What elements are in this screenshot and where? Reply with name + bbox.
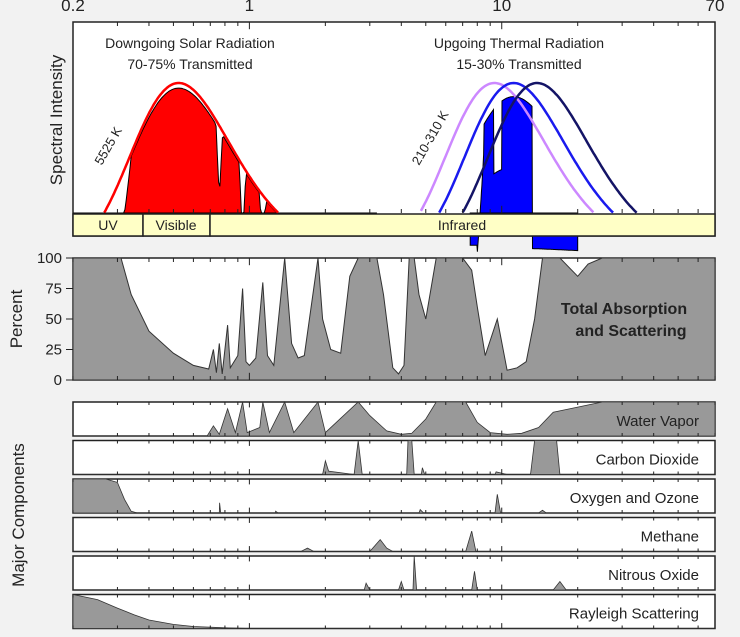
absorption-y-tick-label: 50 [45,311,62,328]
blackbody-curve [461,81,638,214]
component-frame [72,593,716,630]
component-label: Water Vapor [616,413,699,430]
thermal-transmitted-area [469,96,579,252]
component-frame [72,439,716,476]
absorption-label-line1: Total Absorption [561,301,687,318]
major-components-panel: Water Vapor Carbon Dioxide Oxygen and Ozon… [9,400,716,630]
components-ylabel: Major Components [9,443,28,587]
component-row: Rayleigh Scattering [72,593,716,630]
thermal-subtitle: 15-30% Transmitted [456,56,581,72]
spectral-marks [72,22,716,252]
component-row: Oxygen and Ozone [72,478,716,514]
top-tick-label: 0.2 [61,0,85,15]
component-label: Nitrous Oxide [608,567,699,584]
absorption-y-tick-label: 100 [37,250,62,267]
absorption-label-line2: and Scattering [575,323,686,340]
component-area [72,478,715,514]
component-frame [72,516,716,553]
top-tick-label: 1 [245,0,254,15]
top-axis-labels: 0.2 1 10 70 [61,0,724,15]
absorption-ylabel: Percent [7,289,26,348]
infrared-band-label: Infrared [438,217,486,233]
component-area [73,530,715,552]
component-row: Carbon Dioxide [72,439,716,476]
solar-transmitted-area [73,87,377,214]
component-row: Water Vapor [72,400,716,437]
component-row: Nitrous Oxide [72,555,716,591]
thermal-title: Upgoing Thermal Radiation [434,35,604,51]
spectral-ylabel: Spectral Intensity [47,54,66,185]
solar-subtitle: 70-75% Transmitted [127,56,252,72]
component-frame [72,555,716,591]
spectral-intensity-panel: Spectral Intensity Downgoing Solar Radia… [47,21,716,252]
component-label: Carbon Dioxide [596,452,699,469]
absorption-y-ticks: 0 25 50 75 100 [37,250,73,389]
component-label: Rayleigh Scattering [569,606,699,623]
component-label: Oxygen and Ozone [570,490,699,507]
top-tick-label: 70 [706,0,725,15]
absorption-y-tick-label: 25 [45,342,62,359]
infrared-band [209,213,716,237]
component-area [73,555,715,591]
component-area [73,440,715,475]
absorption-area [72,257,716,381]
top-tick-label: 10 [492,0,511,15]
component-frame [72,478,716,514]
absorption-marks [72,257,716,381]
absorption-y-tick-label: 75 [45,281,62,298]
solar-title: Downgoing Solar Radiation [105,35,275,51]
blackbody-curve [103,81,279,214]
component-area [72,594,715,629]
blackbody-curve [419,81,595,214]
component-area [73,400,716,437]
component-label: Methane [641,529,699,546]
absorption-y-tick-label: 0 [54,372,62,389]
total-absorption-panel: 0 25 50 75 100 Percent Total Absorption and … [7,250,716,389]
visible-band-label: Visible [156,217,197,233]
component-marks: Water Vapor Carbon Dioxide Oxygen and Ozon… [72,400,716,630]
uv-band-label: UV [98,217,118,233]
component-row: Methane [72,516,716,553]
